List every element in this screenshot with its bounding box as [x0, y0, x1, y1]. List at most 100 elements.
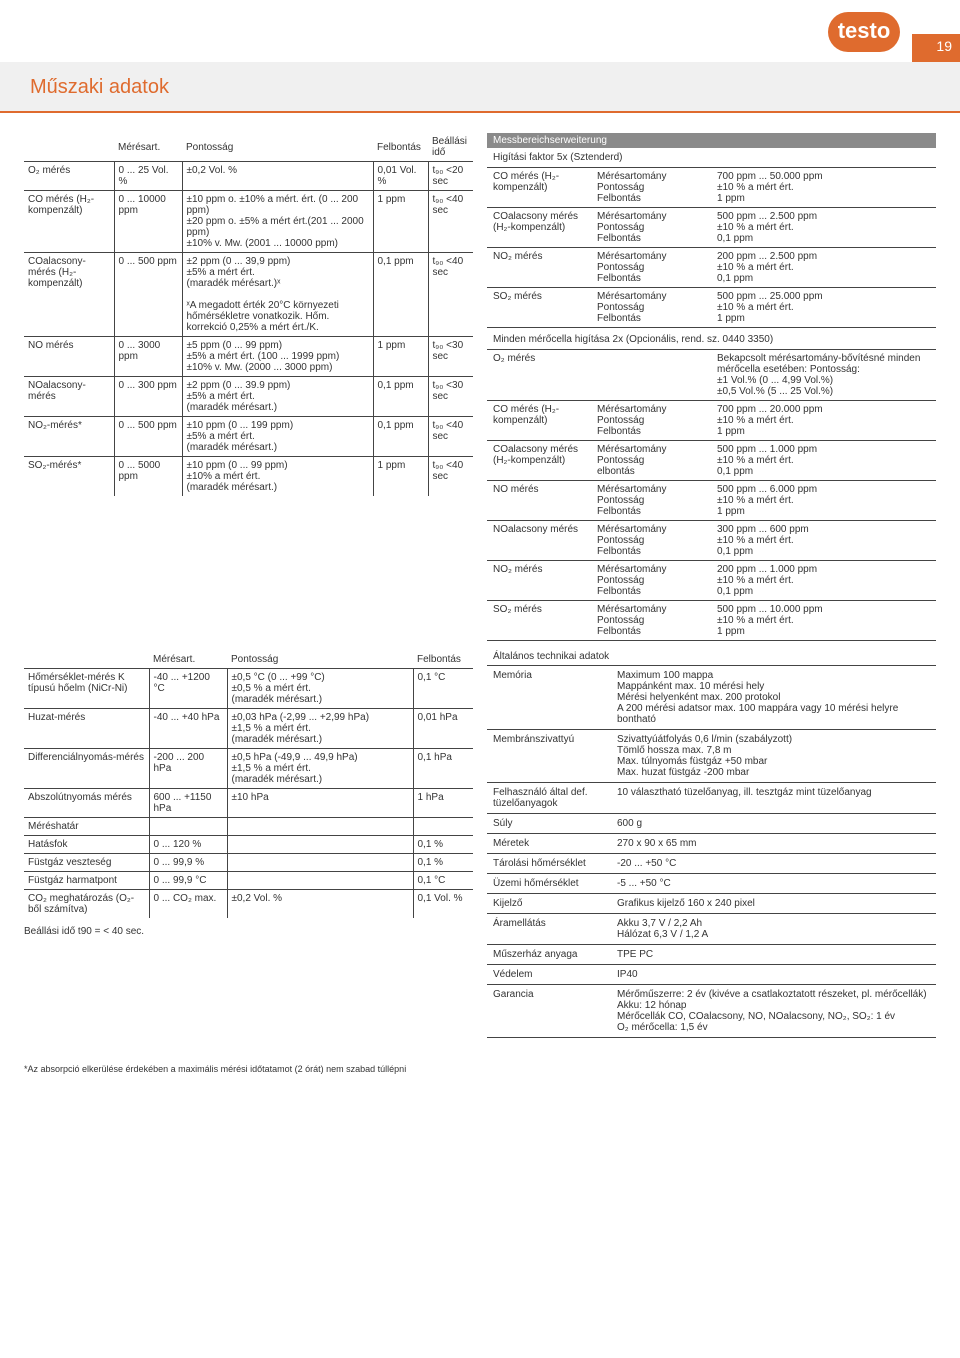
cell-label: O₂ mérés — [24, 162, 114, 191]
table-row: Méréshatár — [24, 818, 473, 836]
tech-value: Akku 3,7 V / 2,2 Ah Hálózat 6,3 V / 1,2 … — [617, 918, 936, 940]
cell-res: 0,1 ppm — [373, 253, 428, 337]
ext-value: 200 ppm ... 1.000 ppm ±10 % a mért ért. … — [717, 564, 936, 597]
cell-acc: ±0,5 hPa (-49,9 ... 49,9 hPa) ±1,5 % a m… — [227, 749, 413, 789]
cell-acc: ±2 ppm (0 ... 39.9 ppm) ±5% a mért ért. … — [182, 377, 373, 417]
cell-time: t₉₀ <30 sec — [428, 337, 473, 377]
cell-res: 0,1 ppm — [373, 377, 428, 417]
table-row: Füstgáz veszteség0 ... 99,9 %0,1 % — [24, 854, 473, 872]
ext-sub: Higítási faktor 5x (Sztenderd) — [487, 150, 936, 168]
upper-content: Mérésart. Pontosság Felbontás Beállási i… — [0, 113, 960, 651]
tech-label: Tárolási hőmérséklet — [487, 858, 617, 869]
cell-res: 0,1 ppm — [373, 417, 428, 457]
cell-acc: ±2 ppm (0 ... 39,9 ppm) ±5% a mért ért. … — [182, 253, 373, 337]
cell-acc: ±10 ppm (0 ... 99 ppm) ±10% a mért ért. … — [182, 457, 373, 497]
ext-note: Minden mérőcella higítása 2x (Opcionális… — [487, 328, 936, 350]
ext-value: 500 ppm ... 1.000 ppm ±10 % a mért ért. … — [717, 444, 936, 477]
tech-row: Felhasználó által def. tüzelőanyagok10 v… — [487, 783, 936, 814]
cell-time: t₉₀ <40 sec — [428, 191, 473, 253]
cell-time: t₉₀ <20 sec — [428, 162, 473, 191]
tech-row: Méretek270 x 90 x 65 mm — [487, 834, 936, 854]
ext-label: NO₂ mérés — [487, 564, 597, 597]
ext-row: COalacsony mérés (H₂-kompenzált)Mérésart… — [487, 208, 936, 248]
cell-range: 0 ... 10000 ppm — [114, 191, 182, 253]
cell-res: 1 ppm — [373, 191, 428, 253]
table-row: NO mérés0 ... 3000 ppm±5 ppm (0 ... 99 p… — [24, 337, 473, 377]
tech-label: Memória — [487, 670, 617, 725]
cell-label: CO mérés (H₂-kompenzált) — [24, 191, 114, 253]
table-row: NOalacsony-mérés0 ... 300 ppm±2 ppm (0 .… — [24, 377, 473, 417]
tech-label: Kijelző — [487, 898, 617, 909]
tech-label: Membránszivattyú — [487, 734, 617, 778]
cell-acc: ±5 ppm (0 ... 99 ppm) ±5% a mért ért. (1… — [182, 337, 373, 377]
cell-label: NO mérés — [24, 337, 114, 377]
main-h4: Beállási idő — [428, 133, 473, 162]
cell-range: 0 ... 300 ppm — [114, 377, 182, 417]
cell-label: CO₂ meghatározás (O₂-ből számítva) — [24, 890, 149, 919]
cell-time: t₉₀ <40 sec — [428, 253, 473, 337]
cell-res: 0,1 hPa — [413, 749, 473, 789]
second-table-wrapper: Mérésart. Pontosság Felbontás Hőmérsékle… — [24, 651, 473, 1038]
tech-row: Műszerház anyagaTPE PC — [487, 945, 936, 965]
tech-label: Üzemi hőmérséklet — [487, 878, 617, 889]
cell-acc — [227, 836, 413, 854]
cell-label: Abszolútnyomás mérés — [24, 789, 149, 818]
section-title: Műszaki adatok — [0, 62, 960, 113]
tech-value: Maximum 100 mappa Mappánként max. 10 mér… — [617, 670, 936, 725]
cell-label: Méréshatár — [24, 818, 149, 836]
ext-param: Mérésartomány Pontosság Felbontás — [597, 524, 717, 557]
cell-label: Differenciálnyomás-mérés — [24, 749, 149, 789]
ext-value: 700 ppm ... 20.000 ppm ±10 % a mért ért.… — [717, 404, 936, 437]
table-row: Füstgáz harmatpont0 ... 99,9 °C0,1 °C — [24, 872, 473, 890]
tech-row: VédelemIP40 — [487, 965, 936, 985]
ext-row: COalacsony mérés (H₂-kompenzált)Mérésart… — [487, 441, 936, 481]
page-root: testo 19 Műszaki adatok Mérésart. Pontos… — [0, 0, 960, 1092]
sec-h3: Felbontás — [413, 651, 473, 669]
ext-param: Mérésartomány Pontosság elbontás — [597, 444, 717, 477]
cell-label: Füstgáz harmatpont — [24, 872, 149, 890]
cell-res: 0,01 Vol. % — [373, 162, 428, 191]
ext-row: NOalacsony mérésMérésartomány Pontosság … — [487, 521, 936, 561]
tech-value: IP40 — [617, 969, 936, 980]
cell-res: 1 hPa — [413, 789, 473, 818]
ext-label: COalacsony mérés (H₂-kompenzált) — [487, 211, 597, 244]
cell-res — [413, 818, 473, 836]
cell-range: 600 ... +1150 hPa — [149, 789, 227, 818]
table-row: Huzat-mérés-40 ... +40 hPa±0,03 hPa (-2,… — [24, 709, 473, 749]
ext-value: 500 ppm ... 10.000 ppm ±10 % a mért ért.… — [717, 604, 936, 637]
tech-label: Méretek — [487, 838, 617, 849]
tech-row: Súly600 g — [487, 814, 936, 834]
tech-value: 10 választható tüzelőanyag, ill. tesztgá… — [617, 787, 936, 809]
tech-row: KijelzőGrafikus kijelző 160 x 240 pixel — [487, 894, 936, 914]
cell-range: -200 ... 200 hPa — [149, 749, 227, 789]
cell-range: 0 ... CO₂ max. — [149, 890, 227, 919]
ext-row: NO₂ mérésMérésartomány Pontosság Felbont… — [487, 248, 936, 288]
ext-row: O₂ mérésBekapcsolt mérésartomány-bővítés… — [487, 350, 936, 401]
sec-h0 — [24, 651, 149, 669]
table-row: Hőmérséklet-mérés K típusú hőelm (NiCr-N… — [24, 669, 473, 709]
ext-param: Mérésartomány Pontosság Felbontás — [597, 404, 717, 437]
table-row: CO₂ meghatározás (O₂-ből számítva)0 ... … — [24, 890, 473, 919]
tech-value: TPE PC — [617, 949, 936, 960]
ext-param: Mérésartomány Pontosság Felbontás — [597, 564, 717, 597]
cell-label: COalacsony-mérés (H₂-kompenzált) — [24, 253, 114, 337]
ext-param: Mérésartomány Pontosság Felbontás — [597, 484, 717, 517]
cell-res: 1 ppm — [373, 457, 428, 497]
cell-range: 0 ... 99,9 °C — [149, 872, 227, 890]
ext-label: NO mérés — [487, 484, 597, 517]
tech-row: Üzemi hőmérséklet-5 ... +50 °C — [487, 874, 936, 894]
footnote: *Az absorpció elkerülése érdekében a max… — [0, 1058, 960, 1092]
tech-value: Mérőműszerre: 2 év (kivéve a csatlakozta… — [617, 989, 936, 1033]
ext-value: 500 ppm ... 2.500 ppm ±10 % a mért ért. … — [717, 211, 936, 244]
tech-row: MembránszivattyúSzivattyúátfolyás 0,6 l/… — [487, 730, 936, 783]
main-h1: Mérésart. — [114, 133, 182, 162]
table-row: Hatásfok0 ... 120 %0,1 % — [24, 836, 473, 854]
ext-row: CO mérés (H₂-kompenzált)Mérésartomány Po… — [487, 401, 936, 441]
ext-row: NO mérésMérésartomány Pontosság Felbontá… — [487, 481, 936, 521]
ext-value: 500 ppm ... 25.000 ppm ±10 % a mért ért.… — [717, 291, 936, 324]
cell-label: Hőmérséklet-mérés K típusú hőelm (NiCr-N… — [24, 669, 149, 709]
ext-row: SO₂ mérésMérésartomány Pontosság Felbont… — [487, 288, 936, 328]
cell-range: 0 ... 500 ppm — [114, 253, 182, 337]
table-row: CO mérés (H₂-kompenzált)0 ... 10000 ppm±… — [24, 191, 473, 253]
ext-row: CO mérés (H₂-kompenzált)Mérésartomány Po… — [487, 168, 936, 208]
